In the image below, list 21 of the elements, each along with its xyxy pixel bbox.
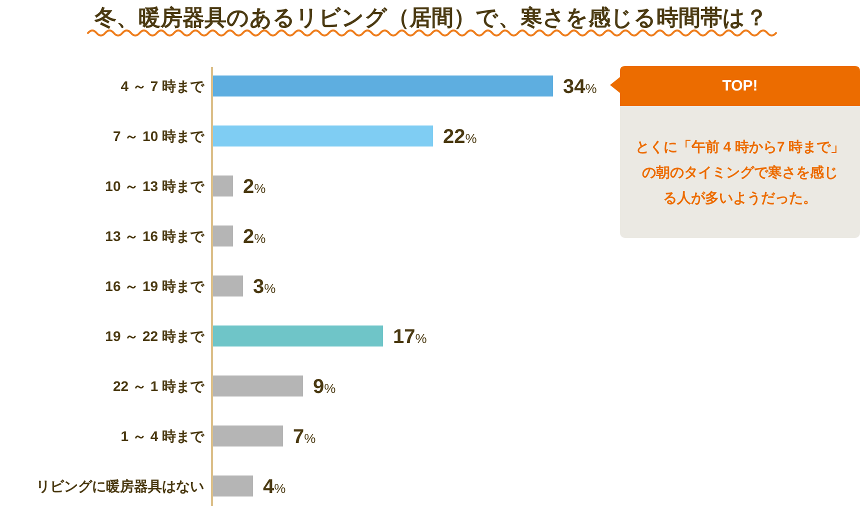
- text: TOP!: [722, 78, 758, 94]
- data-label: 17%: [393, 326, 428, 348]
- data-label: 34%: [563, 76, 598, 98]
- y-tick-label: 22 ～ 1 時まで: [112, 378, 205, 394]
- data-label: 4%: [263, 476, 286, 498]
- y-tick-label: 13 ～ 16 時まで: [105, 228, 205, 244]
- title: 冬、暖房器具のあるリビング（居間）で、寒さを感じる時間帯は？: [94, 5, 768, 30]
- y-tick-label: リビングに暖房器具はない: [36, 478, 204, 494]
- text: とくに「午前 4 時から7 時まで」の朝のタイミングで寒さを感じる人が多いようだった。: [635, 138, 845, 206]
- data-label: 22%: [443, 126, 478, 148]
- y-tick-label: 19 ～ 22 時まで: [105, 328, 205, 344]
- y-tick-label: 16 ～ 19 時まで: [105, 278, 205, 294]
- y-tick-label: 10 ～ 13 時まで: [105, 178, 205, 194]
- y-tick-label: 4 ～ 7 時まで: [120, 78, 205, 94]
- y-tick-label: 1 ～ 4 時まで: [120, 428, 205, 444]
- data-label: 3%: [253, 276, 276, 298]
- data-label: 7%: [293, 426, 316, 448]
- data-label: 2%: [243, 226, 266, 248]
- data-label: 9%: [313, 376, 336, 398]
- data-label: 2%: [243, 176, 266, 198]
- y-tick-label: 7 ～ 10 時まで: [112, 128, 205, 144]
